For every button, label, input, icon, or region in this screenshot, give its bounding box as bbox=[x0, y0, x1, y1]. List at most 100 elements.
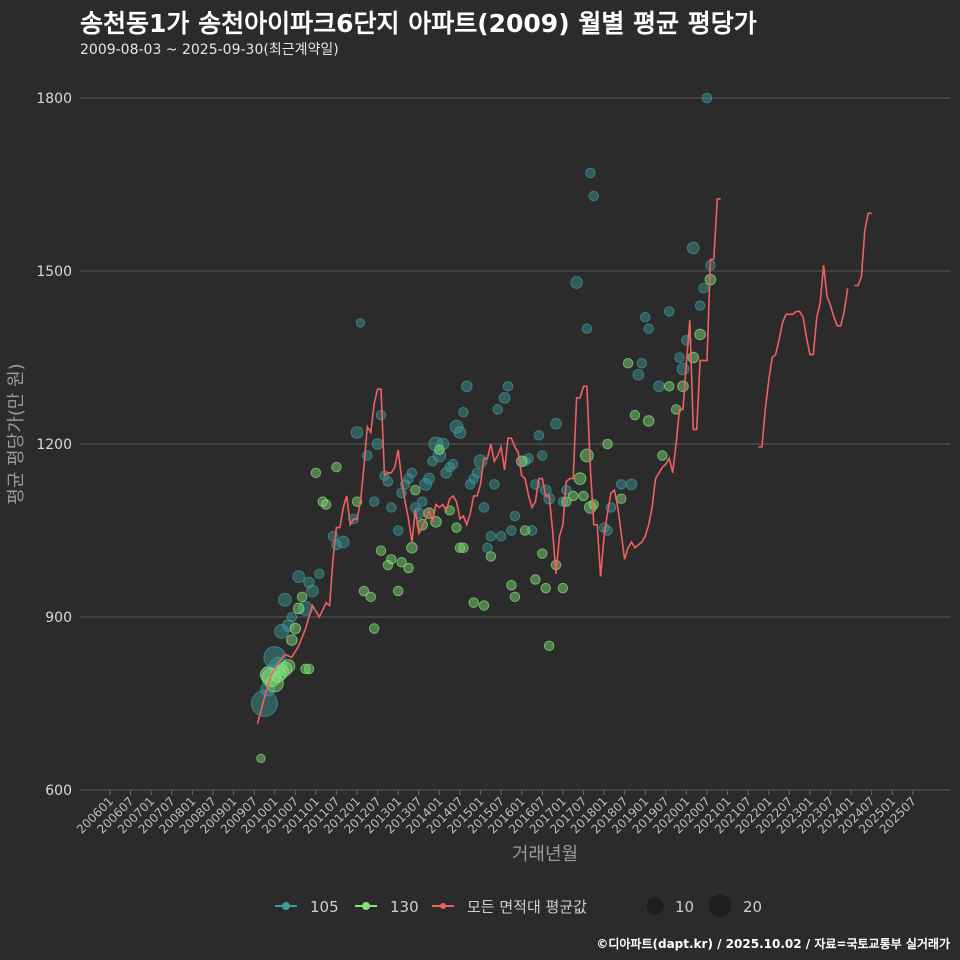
point-105 bbox=[492, 404, 503, 415]
point-130 bbox=[458, 542, 469, 554]
point-105 bbox=[453, 426, 467, 439]
point-130 bbox=[403, 562, 414, 574]
point-105 bbox=[502, 381, 514, 392]
point-130 bbox=[410, 484, 421, 496]
y-axis-title: 평균 평당가(만 원) bbox=[6, 363, 27, 504]
point-130 bbox=[392, 585, 404, 597]
point-130 bbox=[368, 623, 380, 634]
point-105 bbox=[406, 467, 418, 479]
point-105 bbox=[375, 409, 387, 421]
point-105 bbox=[485, 531, 497, 542]
point-105 bbox=[537, 450, 548, 461]
legend-label-130: 130 bbox=[390, 898, 419, 916]
point-130 bbox=[540, 582, 551, 594]
point-130 bbox=[320, 499, 332, 510]
point-130 bbox=[331, 461, 342, 473]
point-105 bbox=[440, 467, 453, 479]
point-105 bbox=[533, 430, 545, 441]
y-tick-label: 1200 bbox=[36, 437, 72, 453]
point-105 bbox=[698, 283, 709, 294]
point-130 bbox=[310, 467, 322, 479]
credit-text: ©디아파트(dapt.kr) / 2025.10.02 / 자료=국토교통부 실… bbox=[596, 937, 950, 951]
y-axis-ticks: 600 900 1200 1500 1800 bbox=[36, 91, 72, 799]
legend-label-105: 105 bbox=[310, 898, 339, 916]
point-105 bbox=[615, 479, 627, 490]
point-130 bbox=[386, 554, 397, 565]
point-105 bbox=[694, 300, 706, 311]
legend-dot-average bbox=[440, 903, 446, 909]
point-130 bbox=[663, 381, 675, 392]
point-105 bbox=[498, 392, 511, 404]
point-105 bbox=[663, 306, 675, 317]
point-130 bbox=[557, 582, 569, 594]
y-tick-label: 900 bbox=[45, 610, 72, 626]
grid-lines bbox=[80, 97, 950, 791]
point-105 bbox=[465, 479, 476, 490]
y-tick-label: 600 bbox=[45, 783, 72, 799]
point-105 bbox=[250, 690, 278, 717]
point-105 bbox=[292, 570, 306, 583]
point-130 bbox=[622, 358, 634, 369]
legend-dot-130 bbox=[362, 902, 370, 910]
point-130 bbox=[694, 328, 706, 341]
average-line-segment bbox=[854, 212, 872, 287]
point-130 bbox=[406, 542, 418, 554]
point-105 bbox=[495, 531, 507, 542]
point-130 bbox=[256, 753, 266, 763]
x-axis-ticks: 2006012006072007012007072008012008072009… bbox=[74, 790, 919, 837]
y-tick-label: 1800 bbox=[36, 91, 72, 107]
point-130 bbox=[509, 591, 521, 603]
point-130 bbox=[286, 634, 298, 646]
point-105 bbox=[403, 473, 414, 484]
point-105 bbox=[471, 467, 483, 479]
point-130 bbox=[451, 522, 462, 533]
point-105 bbox=[306, 584, 319, 598]
point-105 bbox=[585, 167, 596, 179]
point-105 bbox=[447, 458, 459, 470]
point-105 bbox=[368, 496, 380, 507]
point-105 bbox=[468, 473, 479, 484]
point-105 bbox=[588, 190, 600, 202]
point-105 bbox=[632, 369, 645, 381]
point-105 bbox=[643, 323, 654, 334]
legend-size-10 bbox=[646, 897, 664, 915]
average-line bbox=[256, 198, 872, 724]
point-130 bbox=[468, 597, 479, 608]
point-105 bbox=[506, 525, 517, 536]
point-105 bbox=[278, 592, 292, 607]
point-105 bbox=[392, 525, 404, 536]
point-105 bbox=[509, 510, 521, 522]
legend-size-label-10: 10 bbox=[675, 898, 694, 916]
point-105 bbox=[674, 352, 685, 363]
x-axis-title: 거래년월 bbox=[512, 844, 578, 865]
point-130 bbox=[629, 409, 641, 421]
legend-dot-105 bbox=[282, 902, 290, 910]
point-130 bbox=[296, 591, 308, 603]
point-105 bbox=[570, 276, 583, 289]
legend-size-20 bbox=[708, 894, 732, 918]
point-105 bbox=[686, 241, 700, 255]
point-105 bbox=[636, 358, 648, 369]
point-105 bbox=[350, 426, 364, 439]
legend-label-average: 모든 면적대 평균값 bbox=[467, 898, 587, 916]
point-130 bbox=[382, 559, 394, 571]
point-130 bbox=[365, 591, 377, 603]
point-130 bbox=[588, 499, 600, 510]
y-tick-label: 1500 bbox=[36, 264, 72, 280]
point-105 bbox=[489, 479, 500, 490]
point-130 bbox=[292, 602, 305, 615]
point-105 bbox=[473, 454, 488, 469]
point-130 bbox=[519, 525, 531, 536]
point-130 bbox=[537, 548, 548, 559]
point-105 bbox=[286, 611, 298, 623]
chart-title: 송천동1가 송천아이파크6단지 아파트(2009) 월별 평균 평당가 bbox=[80, 9, 757, 38]
point-105 bbox=[482, 542, 493, 554]
point-130 bbox=[515, 455, 528, 468]
point-130 bbox=[396, 556, 407, 568]
legend: 105 130 모든 면적대 평균값 10 20 bbox=[275, 894, 762, 918]
point-130 bbox=[578, 490, 589, 502]
point-105 bbox=[449, 419, 464, 434]
point-130 bbox=[602, 438, 613, 450]
chart-subtitle: 2009-08-03 ~ 2025-09-30(최근계약일) bbox=[80, 42, 339, 58]
average-line-segment bbox=[256, 198, 721, 724]
